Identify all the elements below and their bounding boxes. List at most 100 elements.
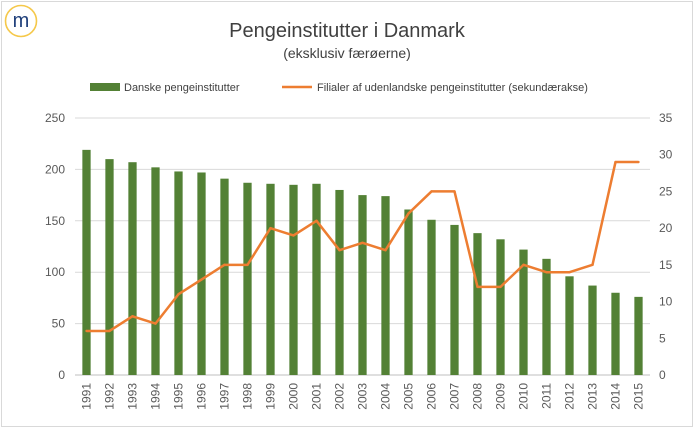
legend-label-bar: Danske pengeinstitutter [124, 82, 240, 94]
x-tick-label: 2011 [540, 383, 554, 409]
x-tick-label: 2010 [517, 383, 531, 410]
x-tick-label: 2012 [563, 383, 577, 410]
line-point [292, 234, 295, 237]
line-point [177, 293, 180, 296]
y-tick-label-secondary: 20 [659, 221, 673, 235]
bar [565, 276, 574, 375]
x-tick-label: 2003 [356, 383, 370, 410]
line-point [200, 278, 203, 281]
y-tick-label-primary: 200 [45, 162, 65, 176]
bar [496, 239, 505, 375]
bar [427, 219, 436, 375]
x-tick-label: 1998 [241, 383, 255, 410]
chart-title: Pengeinstitutter i Danmark [229, 20, 466, 42]
legend-swatch-bar [90, 83, 120, 91]
x-tick-label: 2007 [448, 383, 462, 410]
x-tick-label: 2002 [333, 383, 347, 410]
line-point [430, 190, 433, 193]
bar [174, 171, 183, 375]
line-point [223, 263, 226, 267]
x-tick-label: 1999 [264, 383, 278, 410]
y-tick-label-primary: 50 [52, 317, 66, 331]
bar [381, 196, 390, 375]
line-point [338, 248, 341, 252]
x-tick-label: 2000 [287, 383, 301, 410]
line-point [614, 160, 617, 164]
bar [82, 149, 91, 375]
y-tick-label-primary: 150 [45, 214, 65, 228]
bar [151, 167, 160, 375]
y-tick-label-secondary: 25 [659, 184, 673, 198]
bar [335, 189, 344, 375]
bar [358, 195, 367, 375]
bar [588, 285, 597, 375]
line-point [591, 263, 594, 267]
bar [312, 183, 321, 375]
line-point [522, 263, 525, 267]
x-tick-label: 1995 [172, 383, 186, 410]
chart-subtitle: (eksklusiv færøerne) [283, 45, 411, 61]
x-tick-label: 2006 [425, 383, 439, 410]
x-tick-label: 1991 [80, 383, 94, 410]
x-tick-label: 2005 [402, 383, 416, 410]
line-point [384, 248, 387, 252]
line-series [85, 160, 640, 333]
x-tick-label: 2015 [632, 383, 646, 410]
y-axis-secondary: 0 5 10 15 20 25 30 35 [659, 111, 673, 382]
bar [404, 209, 413, 375]
bar [105, 159, 114, 375]
x-tick-label: 1993 [126, 383, 140, 410]
bar [197, 172, 206, 375]
x-tick-label: 1992 [103, 383, 117, 410]
line-point [568, 271, 571, 274]
x-tick-label: 2001 [310, 383, 324, 410]
x-tick-label: 2009 [494, 383, 508, 410]
line-point [246, 263, 249, 267]
bar [289, 184, 298, 375]
bar [473, 233, 482, 375]
line-point [453, 190, 456, 193]
y-tick-label-secondary: 30 [659, 148, 673, 162]
legend-label-line: Filialer af udenlandske pengeinstitutter… [317, 82, 588, 94]
bar [243, 182, 252, 375]
logo-letter: m [13, 10, 30, 32]
line-point [499, 285, 502, 289]
line-point [131, 315, 134, 318]
x-tick-label: 1996 [195, 383, 209, 410]
legend: Danske pengeinstitutter Filialer af uden… [90, 82, 588, 94]
y-axis-primary: 0 50 100 150 200 250 [45, 111, 65, 382]
y-tick-label-secondary: 10 [659, 295, 673, 309]
bar [519, 249, 528, 375]
bar [611, 292, 620, 375]
bar [220, 178, 229, 375]
bar [634, 296, 643, 375]
bar [450, 224, 459, 375]
x-axis: 1991 1992 1993 1994 1995 1996 1997 1998 1999 2000… [80, 383, 646, 410]
line-point [269, 226, 272, 230]
bar [128, 162, 137, 375]
logo-icon: m [4, 4, 38, 38]
x-tick-label: 1994 [149, 383, 163, 410]
line-point [407, 212, 410, 215]
x-tick-label: 2004 [379, 383, 393, 410]
line-point [85, 329, 88, 333]
x-tick-label: 2013 [586, 383, 600, 410]
bar [266, 183, 275, 375]
line-point [154, 322, 157, 325]
y-tick-label-primary: 250 [45, 111, 65, 125]
y-tick-label-primary: 100 [45, 265, 65, 279]
y-tick-label-secondary: 35 [659, 111, 673, 125]
line-point [361, 241, 364, 245]
line-point [637, 160, 640, 164]
x-tick-label: 2014 [609, 383, 623, 410]
bar-series [82, 149, 643, 375]
y-tick-label-secondary: 0 [659, 368, 666, 382]
x-tick-label: 2008 [471, 383, 485, 410]
line-point [545, 271, 548, 274]
y-tick-label-secondary: 15 [659, 258, 673, 272]
y-tick-label-secondary: 5 [659, 331, 666, 345]
line-point [476, 285, 479, 289]
x-tick-label: 1997 [218, 383, 232, 410]
